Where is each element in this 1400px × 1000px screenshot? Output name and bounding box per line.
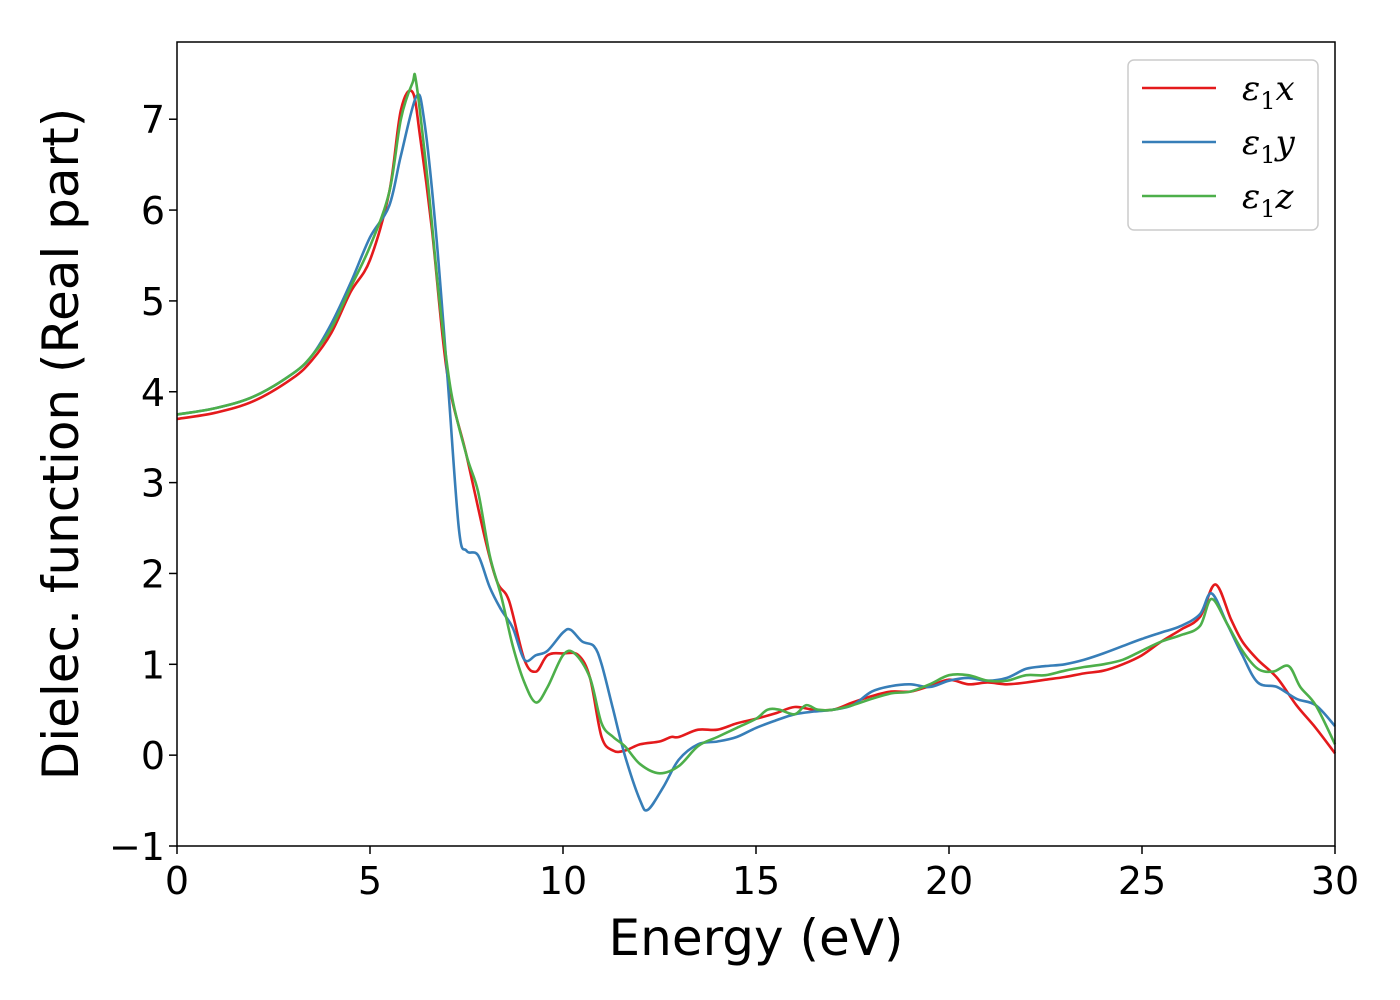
y-tick-label: 0 <box>141 734 165 778</box>
legend: ε1x ε1y ε1z <box>1127 59 1319 231</box>
y-tick-label: 6 <box>141 189 165 233</box>
series-line-y <box>176 93 1336 812</box>
legend-label-x: ε1x <box>1242 69 1295 115</box>
y-tick-label: 1 <box>141 643 165 687</box>
x-tick-label: 15 <box>732 859 780 903</box>
series-line-x <box>176 89 1337 755</box>
x-tick-label: 5 <box>358 859 382 903</box>
x-axis-label: Energy (eV) <box>609 909 904 967</box>
y-tick-label: 3 <box>141 462 165 506</box>
x-tick-label: 0 <box>165 859 189 903</box>
series-line-z <box>176 72 1337 775</box>
legend-label-z: ε1z <box>1242 177 1295 223</box>
x-tick-label: 30 <box>1311 859 1359 903</box>
y-tick-label: 4 <box>141 371 165 415</box>
x-axis-ticks: 0 5 10 15 20 25 30 <box>165 846 1359 903</box>
x-tick-label: 10 <box>539 859 587 903</box>
legend-box <box>1127 59 1319 231</box>
y-tick-label: 7 <box>141 98 165 142</box>
y-tick-label: −1 <box>109 825 165 869</box>
legend-label-y: ε1y <box>1242 123 1296 169</box>
y-tick-label: 2 <box>141 552 165 596</box>
plot-lines <box>176 72 1337 812</box>
y-axis-ticks: −1 0 1 2 3 4 5 6 7 <box>109 98 177 869</box>
y-axis-label: Dielec. function (Real part) <box>32 108 90 780</box>
x-tick-label: 25 <box>1118 859 1166 903</box>
y-tick-label: 5 <box>141 280 165 324</box>
x-tick-label: 20 <box>925 859 973 903</box>
